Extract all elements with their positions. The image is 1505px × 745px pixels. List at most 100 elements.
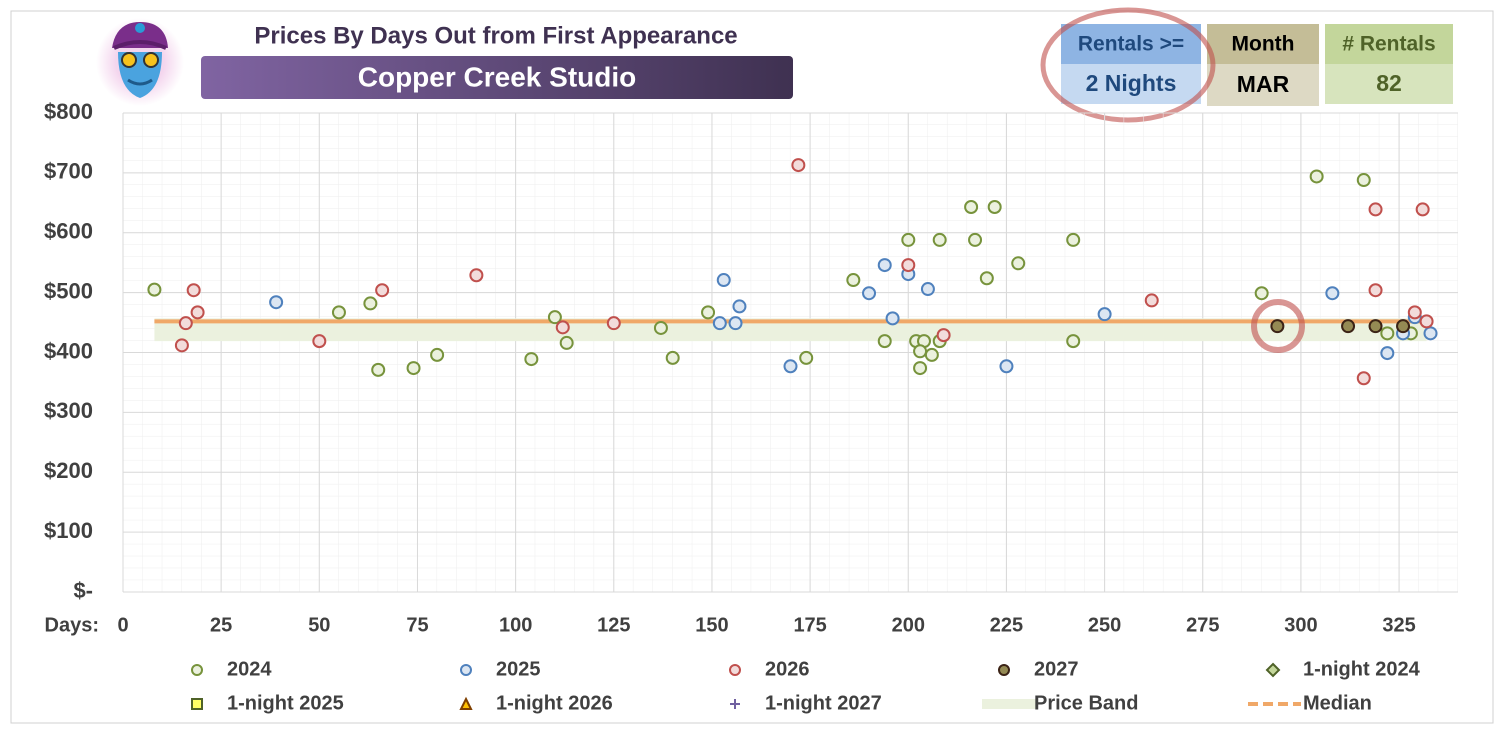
point bbox=[1356, 173, 1371, 188]
point bbox=[665, 350, 680, 365]
x-tick-label: 250 bbox=[1088, 614, 1121, 636]
y-tick-label: $700 bbox=[44, 159, 93, 184]
point bbox=[547, 310, 562, 325]
point bbox=[269, 295, 284, 310]
box-value: 82 bbox=[1376, 70, 1402, 96]
subtitle: Copper Creek Studio bbox=[358, 61, 636, 92]
point bbox=[728, 316, 743, 331]
point bbox=[147, 282, 162, 297]
x-tick-label: 275 bbox=[1186, 614, 1219, 636]
point bbox=[406, 361, 421, 376]
y-tick-label: $400 bbox=[44, 338, 93, 363]
point bbox=[1254, 286, 1269, 301]
point bbox=[174, 338, 189, 353]
legend-marker bbox=[191, 698, 203, 710]
point bbox=[178, 316, 193, 331]
x-tick-label: 325 bbox=[1382, 614, 1415, 636]
box-value: MAR bbox=[1237, 71, 1290, 97]
point bbox=[1407, 305, 1422, 320]
point bbox=[1309, 169, 1324, 184]
point bbox=[1423, 326, 1438, 341]
legend-label: 2026 bbox=[765, 658, 810, 680]
point bbox=[877, 334, 892, 349]
y-tick-label: $100 bbox=[44, 518, 93, 543]
x-axis-label: Days: bbox=[45, 614, 99, 636]
point bbox=[1368, 319, 1383, 334]
y-tick-label: $300 bbox=[44, 398, 93, 423]
point bbox=[606, 316, 621, 331]
legend-label: 2025 bbox=[496, 658, 541, 680]
box-label: # Rentals bbox=[1342, 33, 1435, 56]
point bbox=[1270, 319, 1285, 334]
x-tick-label: 50 bbox=[308, 614, 330, 636]
legend-label: Price Band bbox=[1034, 692, 1138, 714]
point bbox=[924, 347, 939, 362]
x-tick-label: 125 bbox=[597, 614, 630, 636]
point bbox=[524, 352, 539, 367]
x-tick-label: 25 bbox=[210, 614, 232, 636]
point bbox=[653, 320, 668, 335]
point bbox=[555, 320, 570, 335]
point bbox=[375, 283, 390, 298]
box-value: 2 Nights bbox=[1086, 70, 1177, 96]
x-tick-label: 75 bbox=[406, 614, 428, 636]
subtitle-banner bbox=[201, 56, 793, 99]
point bbox=[559, 335, 574, 350]
point bbox=[732, 299, 747, 314]
point bbox=[312, 334, 327, 349]
point bbox=[190, 305, 205, 320]
point bbox=[371, 362, 386, 377]
x-tick-label: 200 bbox=[892, 614, 925, 636]
legend-marker bbox=[460, 664, 472, 676]
x-tick-label: 0 bbox=[117, 614, 128, 636]
legend-label: 2027 bbox=[1034, 658, 1079, 680]
point bbox=[901, 258, 916, 273]
point bbox=[862, 286, 877, 301]
point bbox=[932, 232, 947, 247]
point bbox=[846, 273, 861, 288]
point bbox=[430, 347, 445, 362]
point bbox=[1415, 202, 1430, 217]
point bbox=[968, 232, 983, 247]
y-tick-label: $600 bbox=[44, 219, 93, 244]
point bbox=[1368, 202, 1383, 217]
legend-label: 1-night 2026 bbox=[496, 692, 613, 714]
legend-marker bbox=[191, 664, 203, 676]
y-tick-label: $800 bbox=[44, 99, 93, 124]
point bbox=[1419, 314, 1434, 329]
info-boxes bbox=[1061, 24, 1453, 106]
point bbox=[936, 328, 951, 343]
point bbox=[964, 200, 979, 215]
legend-marker bbox=[730, 699, 740, 709]
legend-marker bbox=[998, 664, 1010, 676]
point bbox=[1380, 326, 1395, 341]
point bbox=[783, 359, 798, 374]
point bbox=[979, 271, 994, 286]
legend-label: 1-night 2025 bbox=[227, 692, 344, 714]
point bbox=[469, 268, 484, 283]
point bbox=[877, 258, 892, 273]
point bbox=[791, 158, 806, 173]
x-tick-label: 225 bbox=[990, 614, 1023, 636]
x-tick-label: 150 bbox=[695, 614, 728, 636]
point bbox=[987, 200, 1002, 215]
logo bbox=[96, 18, 184, 106]
point bbox=[1356, 371, 1371, 386]
point bbox=[186, 283, 201, 298]
point bbox=[1066, 232, 1081, 247]
point bbox=[913, 344, 928, 359]
legend-label: 1-night 2027 bbox=[765, 692, 882, 714]
point bbox=[712, 316, 727, 331]
point bbox=[920, 282, 935, 297]
legend-label: Median bbox=[1303, 692, 1372, 714]
x-tick-label: 100 bbox=[499, 614, 532, 636]
point bbox=[1066, 334, 1081, 349]
point bbox=[331, 305, 346, 320]
y-tick-label: $200 bbox=[44, 458, 93, 483]
box-label: Month bbox=[1232, 33, 1295, 56]
point bbox=[716, 273, 731, 288]
chart-title: Prices By Days Out from First Appearance bbox=[254, 22, 737, 49]
point bbox=[1144, 293, 1159, 308]
legend-label: 2024 bbox=[227, 658, 272, 680]
